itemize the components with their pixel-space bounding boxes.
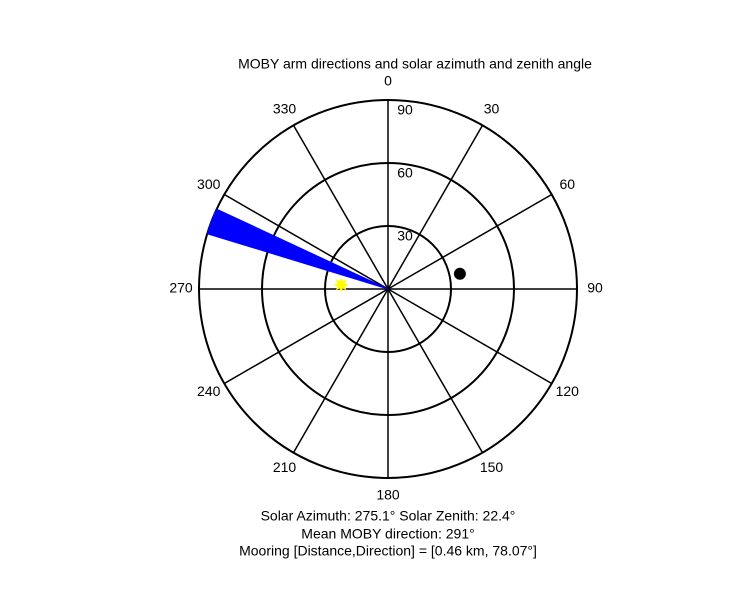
theta-tick-label: 270 (169, 280, 193, 296)
theta-tick-label: 210 (273, 459, 297, 475)
theta-tick-label: 180 (376, 487, 400, 503)
r-tick-label: 30 (397, 228, 413, 244)
theta-tick-label: 0 (384, 73, 392, 89)
mooring-point (453, 267, 466, 280)
note: Mooring [Distance,Direction] = [0.46 km,… (239, 543, 537, 559)
grid-spoke (387, 288, 553, 385)
arm-sector (206, 208, 389, 290)
theta-tick-label: 90 (587, 280, 603, 296)
theta-tick-label: 120 (556, 383, 580, 399)
r-tick-label: 60 (397, 165, 413, 181)
theta-tick-label: 30 (484, 100, 500, 116)
theta-tick-label: 330 (273, 100, 297, 116)
theta-tick-label: 300 (197, 176, 221, 192)
grid-spoke (387, 124, 484, 290)
grid-spoke (292, 288, 389, 454)
grid-spoke (387, 193, 553, 290)
r-tick-label: 90 (397, 102, 413, 118)
note: Mean MOBY direction: 291° (301, 526, 474, 542)
grid-spoke (387, 288, 484, 454)
sun-point (333, 277, 349, 293)
grid-spoke (223, 288, 389, 385)
theta-tick-label: 60 (559, 176, 575, 192)
theta-tick-label: 240 (197, 383, 221, 399)
grid-spoke (292, 124, 389, 290)
note: Solar Azimuth: 275.1° Solar Zenith: 22.4… (261, 508, 516, 524)
chart-title: MOBY arm directions and solar azimuth an… (238, 56, 592, 72)
theta-tick-label: 150 (480, 459, 504, 475)
grid-spoke (223, 193, 389, 290)
